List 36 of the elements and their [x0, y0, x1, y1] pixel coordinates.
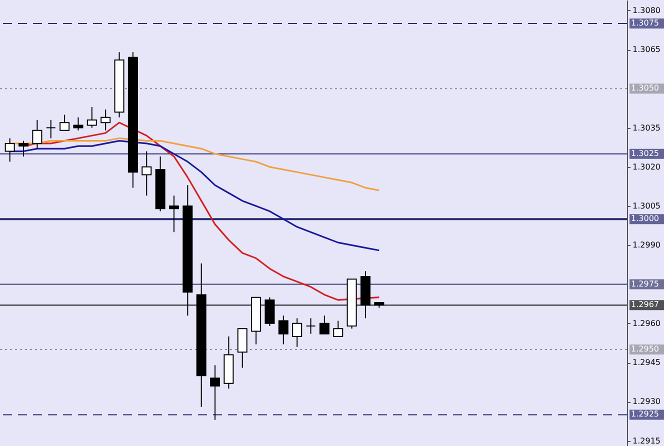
y-tick-label: 1.3065 [632, 45, 660, 54]
candlestick [237, 328, 248, 368]
candlestick [60, 114, 70, 131]
candlestick [278, 315, 288, 345]
y-tick-label: 1.2945 [632, 358, 660, 368]
candlestick [292, 318, 302, 348]
candlestick [73, 116, 84, 131]
candlestick [319, 315, 330, 334]
ref-line-label: 1.3050 [631, 84, 659, 93]
candlestick [264, 296, 275, 327]
candlestick [100, 109, 111, 131]
ref-line-label: 1.2950 [631, 344, 659, 354]
y-tick-label: 1.3080 [632, 6, 660, 15]
y-tick-label: 1.2915 [632, 436, 660, 446]
candlestick [168, 195, 179, 233]
candlestick [46, 119, 56, 139]
y-tick-label: 1.2960 [632, 318, 660, 328]
candlestick [4, 138, 15, 162]
ref-line-label: 1.2967 [631, 300, 659, 310]
y-tick-label: 1.2930 [632, 397, 660, 406]
ref-line-label: 1.3000 [631, 214, 659, 224]
y-tick-label: 1.3005 [632, 202, 660, 211]
candlestick [210, 364, 220, 420]
y-tick-label: 1.2990 [632, 240, 660, 250]
candlestick [333, 320, 344, 337]
ref-line-label: 1.2975 [631, 279, 659, 288]
candlestick [142, 150, 152, 196]
y-tick-label: 1.3020 [632, 162, 660, 172]
ref-line-label: 1.3075 [631, 18, 659, 28]
candlestick [32, 119, 42, 150]
candlestick [86, 106, 97, 128]
ref-line-label: 1.2925 [631, 410, 659, 419]
candlestick [306, 318, 316, 334]
ref-line-label: 1.3025 [631, 148, 659, 158]
candlestick [18, 140, 29, 157]
y-tick-label: 1.3035 [632, 123, 660, 132]
